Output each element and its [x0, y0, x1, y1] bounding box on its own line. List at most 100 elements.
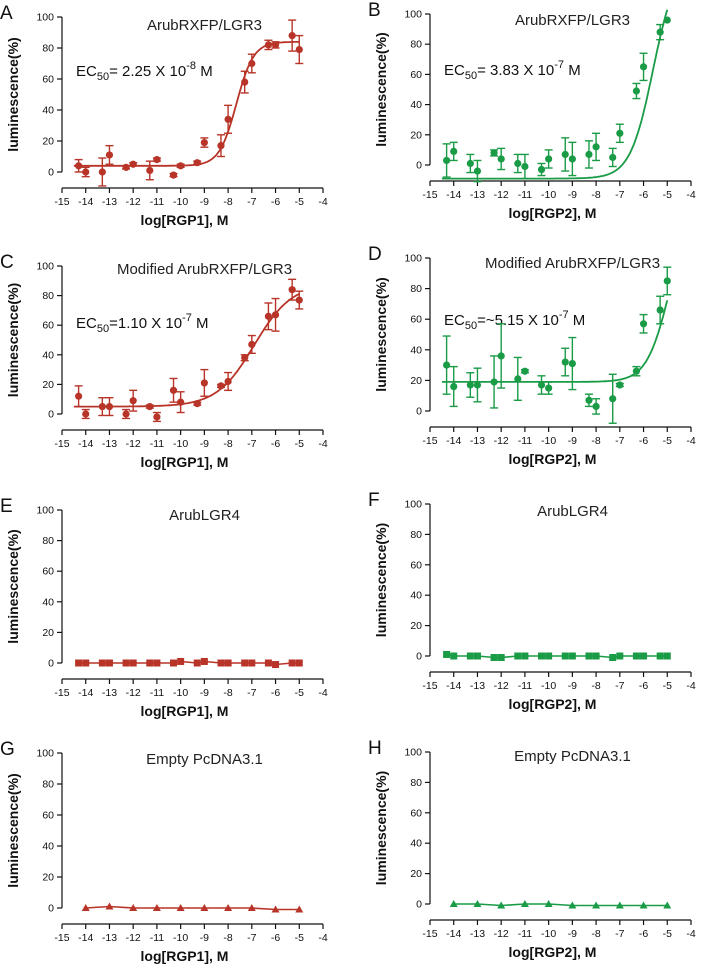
ec50-sub: 50 [465, 70, 477, 82]
data-point [177, 657, 185, 665]
y-tick-label: 20 [42, 872, 54, 884]
x-tick-label: -15 [54, 196, 69, 208]
y-axis-title: luminescence(%) [373, 771, 389, 885]
x-tick-label: -6 [271, 438, 280, 450]
data-point [632, 367, 641, 375]
panel-g: G 0 20 40 60 80 100 -15 -14 -13 -12 -11 -10 -9 -8 -7 -6 -… [0, 739, 328, 964]
data-point [224, 115, 232, 123]
y-tick-label: 40 [42, 349, 54, 361]
data-point [632, 87, 641, 95]
x-tick-label: -12 [494, 680, 509, 692]
y-tick-label: 40 [410, 344, 422, 356]
data-point [272, 661, 280, 669]
x-axis-title: log[RGP2], M [509, 944, 597, 960]
data-point [592, 652, 600, 660]
ec50-prefix: EC [444, 312, 465, 329]
y-tick-label: 60 [410, 559, 422, 571]
data-point [520, 900, 529, 907]
data-point [288, 286, 296, 294]
x-tick-label: -12 [126, 196, 141, 208]
x-tick-label: -7 [247, 438, 256, 450]
x-tick-label: -5 [295, 438, 304, 450]
x-tick-label: -10 [173, 438, 188, 450]
data-point [200, 657, 208, 665]
data-point [217, 382, 225, 390]
data-point [288, 659, 296, 667]
panel-d: D 0 20 40 60 80 100 -15 -14 -13 -12 -11 -10 -9 -8 -7 -6 -… [368, 244, 696, 467]
ec50-unit: M [564, 62, 581, 79]
x-tick-label: -6 [271, 932, 280, 944]
data-point [537, 381, 546, 389]
x-tick-label: -4 [318, 438, 327, 450]
x-tick-label: -7 [615, 189, 624, 201]
x-tick-label: -6 [271, 196, 280, 208]
data-point [264, 312, 273, 320]
y-tick-label: 0 [48, 658, 54, 670]
x-tick-label: -7 [615, 435, 624, 447]
x-tick-label: -15 [422, 189, 437, 201]
data-point [545, 652, 553, 660]
y-tick-label: 20 [42, 627, 54, 639]
data-point [521, 162, 529, 171]
x-tick-label: -5 [663, 680, 672, 692]
data-point [98, 659, 106, 667]
data-point [82, 410, 90, 418]
x-tick-label: -4 [686, 928, 695, 940]
data-point [177, 162, 185, 170]
data-point [153, 659, 161, 667]
x-tick-label: -14 [446, 189, 461, 201]
x-tick-label: -11 [150, 687, 165, 699]
x-tick-label: -9 [568, 680, 577, 692]
y-tick-label: 80 [410, 39, 422, 51]
data-point [561, 652, 569, 660]
data-point [443, 156, 451, 165]
data-point [609, 153, 617, 162]
ec50-exp: -7 [554, 59, 564, 71]
data-point [443, 650, 451, 658]
x-tick-label: -13 [470, 680, 485, 692]
x-tick-label: -4 [318, 932, 327, 944]
data-point [545, 384, 553, 392]
data-point [146, 403, 154, 411]
ec50-sub: 50 [465, 320, 477, 332]
data-point [616, 381, 624, 389]
ec50-annotation: EC50= 2.25 X 10-8 M [76, 60, 213, 83]
data-point [241, 354, 249, 362]
x-tick-label: -14 [446, 680, 461, 692]
y-tick-label: 60 [410, 69, 422, 81]
series-line [85, 905, 300, 911]
x-tick-label: -8 [591, 435, 600, 447]
data-point [98, 403, 106, 411]
data-point [264, 41, 273, 49]
data-point [271, 41, 280, 49]
x-tick-label: -7 [247, 687, 256, 699]
x-axis-title: log[RGP2], M [509, 205, 597, 221]
x-tick-label: -12 [494, 928, 509, 940]
x-tick-label: -12 [494, 435, 509, 447]
y-tick-label: 20 [42, 379, 54, 391]
x-tick-label: -13 [470, 928, 485, 940]
y-tick-label: 0 [416, 160, 422, 172]
ec50-annotation: EC50= 3.83 X 10-7 M [444, 59, 581, 82]
x-tick-label: -4 [318, 196, 327, 208]
x-tick-label: -10 [541, 435, 556, 447]
y-tick-label: 100 [404, 499, 422, 511]
x-tick-label: -9 [200, 196, 209, 208]
data-point [473, 652, 481, 660]
y-tick-label: 100 [404, 253, 422, 265]
panel-letter: H [368, 738, 382, 759]
panel-title: Modified ArubRXFP/LGR3 [117, 261, 292, 278]
y-axis-title: luminescence(%) [5, 773, 21, 887]
x-tick-label: -11 [150, 196, 165, 208]
data-point [105, 403, 114, 411]
fit-curve [441, 300, 669, 383]
data-point [656, 28, 664, 36]
y-axis-title: luminescence(%) [5, 37, 21, 151]
data-point [663, 652, 671, 660]
panel-title: Modified ArubRXFP/LGR3 [485, 255, 660, 272]
data-point [561, 150, 569, 159]
x-tick-label: -8 [223, 687, 232, 699]
data-point [538, 652, 546, 660]
data-point [129, 160, 137, 168]
data-point [295, 659, 303, 667]
